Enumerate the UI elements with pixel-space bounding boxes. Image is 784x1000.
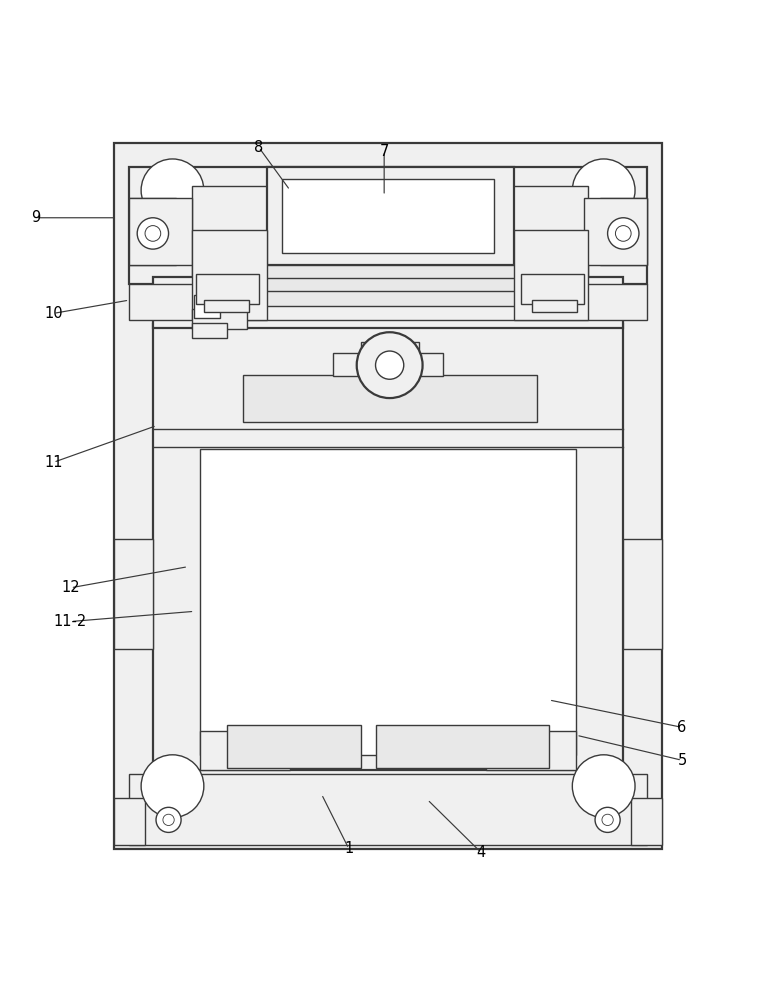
Circle shape <box>602 814 613 826</box>
Circle shape <box>137 218 169 249</box>
Bar <box>196 274 259 304</box>
Bar <box>251 265 529 279</box>
Bar <box>129 167 647 284</box>
Bar <box>532 300 577 312</box>
Bar <box>486 731 576 770</box>
Bar <box>192 323 227 338</box>
Bar <box>600 198 647 265</box>
Text: 8: 8 <box>254 140 263 155</box>
Bar <box>631 798 662 845</box>
Text: 6: 6 <box>677 720 687 735</box>
Bar <box>267 167 514 265</box>
Circle shape <box>141 159 204 222</box>
Bar <box>194 295 220 318</box>
Bar <box>192 230 267 320</box>
Text: 11-2: 11-2 <box>54 614 87 629</box>
Circle shape <box>572 159 635 222</box>
Bar <box>200 449 576 755</box>
Circle shape <box>376 351 404 379</box>
Bar <box>227 725 361 768</box>
Text: 5: 5 <box>677 753 687 768</box>
Bar <box>114 143 662 849</box>
Bar <box>282 179 494 253</box>
Bar <box>231 291 549 306</box>
Circle shape <box>357 332 423 398</box>
Bar <box>361 342 419 378</box>
Circle shape <box>145 226 161 241</box>
Circle shape <box>595 807 620 832</box>
Bar <box>114 539 153 649</box>
Circle shape <box>608 218 639 249</box>
Bar <box>408 353 443 376</box>
Circle shape <box>141 755 204 818</box>
Text: 11: 11 <box>44 455 63 470</box>
Bar <box>521 274 584 304</box>
Bar <box>204 300 249 312</box>
Text: 1: 1 <box>344 841 354 856</box>
Bar <box>514 230 588 320</box>
Bar <box>153 324 623 770</box>
Text: 10: 10 <box>44 306 63 321</box>
Bar <box>129 284 647 320</box>
Text: 12: 12 <box>61 580 80 595</box>
Text: 7: 7 <box>379 144 389 159</box>
Circle shape <box>163 814 174 826</box>
Circle shape <box>156 807 181 832</box>
Bar <box>584 198 647 265</box>
Bar <box>114 798 145 845</box>
Bar <box>243 375 537 422</box>
Bar <box>129 198 176 265</box>
Bar <box>333 353 368 376</box>
Text: 4: 4 <box>477 845 486 860</box>
Bar <box>239 278 541 292</box>
Bar <box>376 725 549 768</box>
Bar <box>192 309 247 329</box>
Circle shape <box>572 755 635 818</box>
Text: 9: 9 <box>31 210 40 225</box>
Bar <box>129 198 192 265</box>
Bar <box>200 731 290 770</box>
Circle shape <box>615 226 631 241</box>
Bar <box>129 774 647 845</box>
Bar <box>623 539 662 649</box>
Bar <box>192 186 588 277</box>
Bar <box>153 277 623 328</box>
